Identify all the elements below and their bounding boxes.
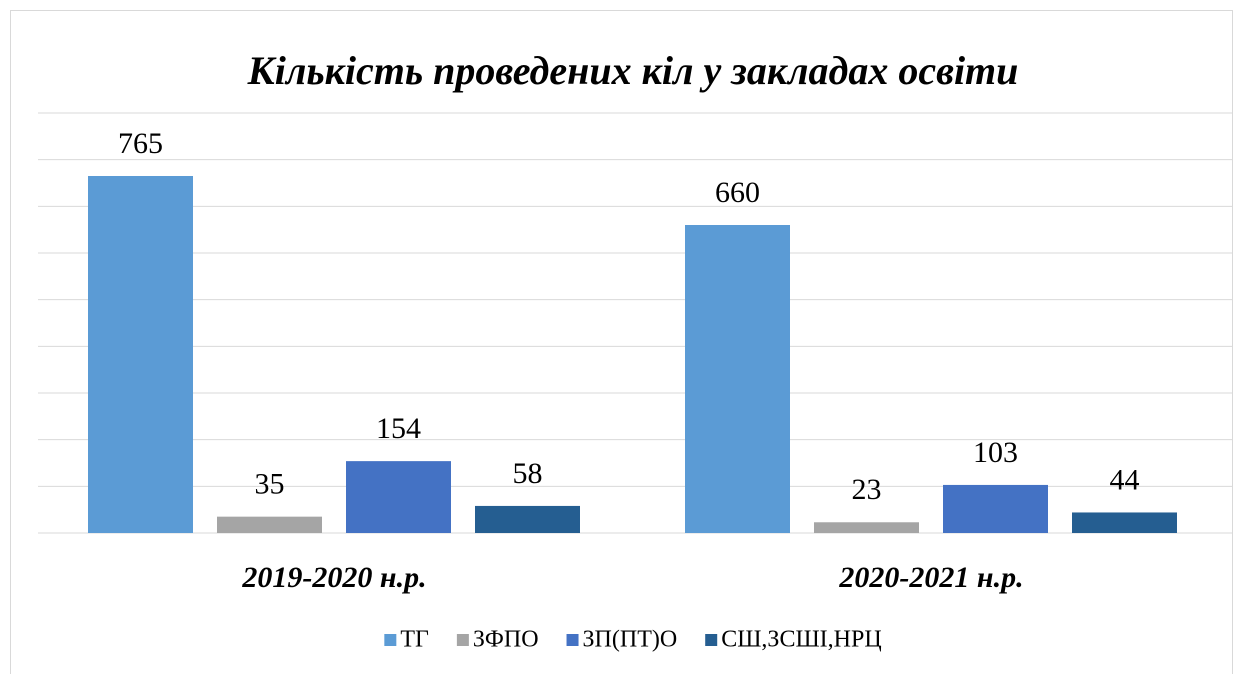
- legend-label: ЗФПО: [473, 627, 539, 653]
- chart-title: Кількість проведених кіл у закладах осві…: [247, 48, 1019, 93]
- legend-label: ТГ: [400, 627, 429, 653]
- bar: [217, 516, 322, 533]
- data-label: 58: [513, 457, 543, 490]
- x-tick-label: 2019-2020 н.р.: [241, 561, 426, 594]
- data-label: 103: [973, 436, 1018, 469]
- bar: [1072, 512, 1177, 533]
- data-label: 35: [255, 468, 285, 501]
- data-label: 44: [1110, 463, 1140, 496]
- x-tick-label: 2020-2021 н.р.: [838, 561, 1023, 594]
- bar: [814, 522, 919, 533]
- data-label: 765: [118, 127, 163, 160]
- legend-swatch: [384, 634, 397, 646]
- legend-label: СШ,ЗСШІ,НРЦ: [721, 627, 881, 653]
- bar: [685, 225, 790, 533]
- legend-label: ЗП(ПТ)О: [583, 627, 678, 653]
- chart-frame: [10, 10, 1233, 674]
- bar: [475, 505, 580, 533]
- data-label: 23: [852, 473, 882, 506]
- legend-swatch: [705, 634, 718, 646]
- data-label: 154: [376, 412, 421, 445]
- bar: [943, 484, 1048, 533]
- bar: [346, 461, 451, 533]
- bar: [88, 176, 193, 533]
- data-label: 660: [715, 176, 760, 209]
- legend-swatch: [566, 634, 579, 646]
- legend-swatch: [456, 634, 469, 646]
